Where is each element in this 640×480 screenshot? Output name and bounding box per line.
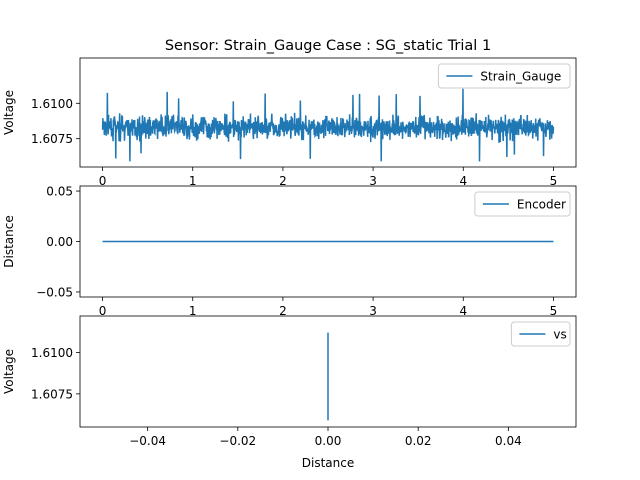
legend: Encoder	[475, 192, 570, 216]
y-tick-label: 1.6100	[31, 97, 73, 111]
legend-label: Strain_Gauge	[480, 70, 561, 84]
x-tick-label: −0.02	[219, 434, 256, 448]
y-tick-label: 1.6075	[31, 132, 73, 146]
y-tick-label: 0.00	[46, 235, 73, 249]
legend-label: Encoder	[517, 198, 566, 212]
legend: vs	[511, 322, 570, 346]
y-tick-label: 1.6075	[31, 387, 73, 401]
legend: Strain_Gauge	[438, 64, 570, 88]
x-tick-label: 0.00	[315, 434, 342, 448]
y-tick-label: 1.6100	[31, 346, 73, 360]
figure-title: Sensor: Strain_Gauge Case : SG_static Tr…	[165, 38, 491, 54]
y-tick-label: 0.05	[46, 185, 73, 199]
x-axis-label: Distance	[302, 456, 354, 470]
x-tick-label: −0.04	[129, 434, 166, 448]
y-axis-label: Distance	[2, 215, 16, 267]
x-tick-label: 0.02	[405, 434, 432, 448]
y-tick-label: −0.05	[36, 285, 73, 299]
subplot-3: −0.04 −0.02 0.00 0.02 0.04 1.6075 1.6100 Voltag…	[2, 316, 576, 470]
x-tick-label: 0.04	[495, 434, 522, 448]
y-axis-label: Voltage	[2, 90, 16, 135]
legend-label: vs	[553, 328, 566, 342]
series-line-strain_gauge	[103, 89, 554, 162]
y-axis-label: Voltage	[2, 349, 16, 394]
